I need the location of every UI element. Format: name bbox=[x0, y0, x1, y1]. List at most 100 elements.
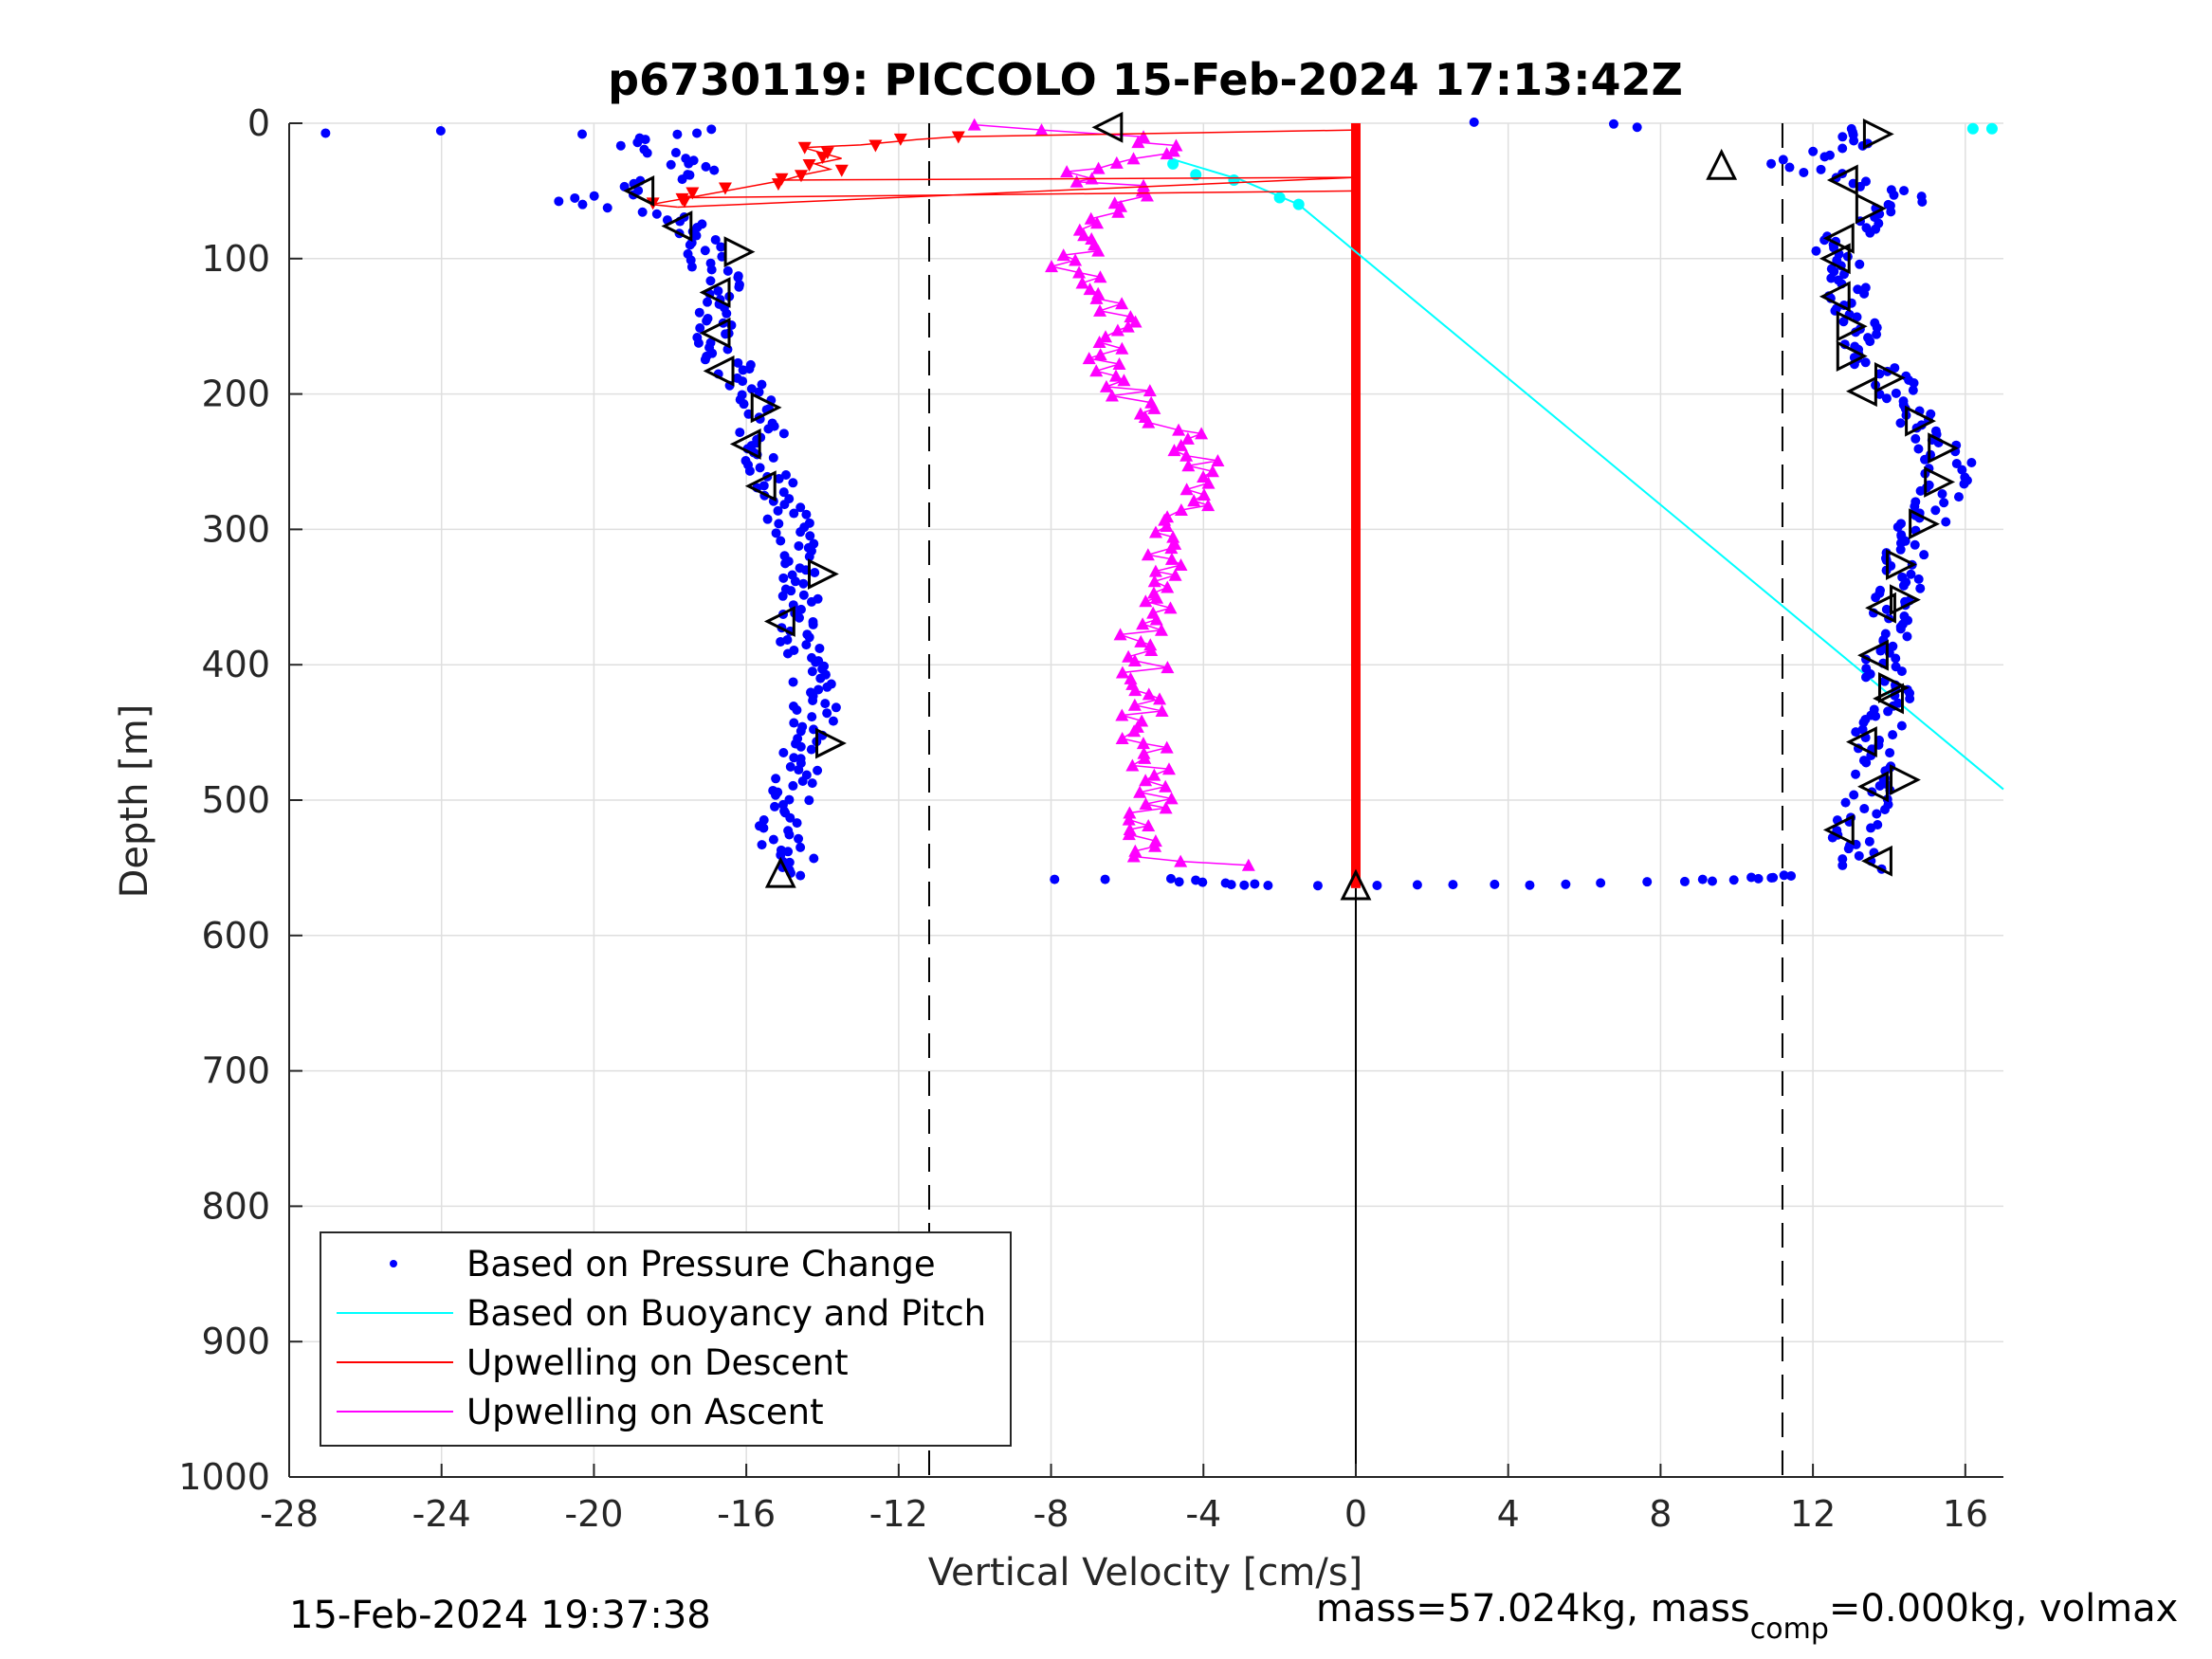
event-marker bbox=[1924, 465, 1956, 498]
pressure-change-point bbox=[1895, 519, 1906, 529]
descent-upwelling-connector bbox=[688, 190, 1356, 199]
ascent-upwelling-point bbox=[1126, 849, 1141, 863]
y-tick-label: 200 bbox=[201, 374, 270, 415]
ascent-upwelling-point bbox=[1128, 684, 1143, 697]
ascent-upwelling-point bbox=[1142, 687, 1156, 701]
ascent-upwelling-point bbox=[1092, 336, 1106, 349]
pressure-change-point bbox=[1372, 881, 1382, 891]
pressure-change-point bbox=[782, 648, 793, 659]
pressure-change-point bbox=[762, 514, 773, 524]
ascent-upwelling-point bbox=[1174, 854, 1188, 867]
pressure-change-point bbox=[778, 747, 789, 757]
buoyancy-point bbox=[1292, 198, 1305, 210]
event-marker bbox=[1826, 164, 1858, 196]
descent-upwelling-connector bbox=[956, 129, 1356, 138]
event-marker bbox=[1865, 592, 1896, 624]
ascent-upwelling-point bbox=[1082, 352, 1096, 365]
ascent-upwelling-point bbox=[1161, 661, 1175, 674]
ascent-upwelling-point bbox=[1147, 768, 1161, 781]
pressure-change-point bbox=[788, 478, 798, 488]
pressure-change-point bbox=[744, 465, 755, 476]
pressure-change-point bbox=[795, 741, 806, 752]
pressure-change-point bbox=[795, 502, 806, 513]
pressure-change-point bbox=[577, 199, 588, 210]
descent-upwelling-point bbox=[718, 182, 732, 195]
pressure-change-point bbox=[822, 682, 832, 692]
pressure-change-point bbox=[794, 765, 804, 775]
pressure-change-point bbox=[1860, 176, 1871, 187]
event-marker bbox=[1909, 508, 1940, 540]
pressure-change-point bbox=[1779, 870, 1789, 881]
ascent-upwelling-point bbox=[1093, 270, 1107, 283]
pressure-change-point bbox=[759, 823, 769, 833]
pressure-change-point bbox=[797, 776, 808, 787]
pressure-change-point bbox=[770, 801, 780, 811]
ascent-upwelling-point bbox=[1195, 427, 1209, 440]
pressure-change-point bbox=[1852, 312, 1862, 322]
pressure-change-point bbox=[677, 174, 687, 185]
event-marker bbox=[1886, 549, 1917, 580]
event-marker bbox=[750, 392, 782, 424]
pressure-change-point bbox=[789, 753, 799, 763]
legend-label-ascent: Upwelling on Ascent bbox=[466, 1392, 824, 1432]
pressure-change-point bbox=[776, 636, 786, 647]
pressure-change-point bbox=[693, 337, 704, 348]
pressure-change-point bbox=[1861, 664, 1872, 674]
descent-zero-band bbox=[1350, 123, 1361, 888]
ascent-upwelling-point bbox=[1072, 265, 1087, 279]
pressure-change-point bbox=[811, 657, 821, 667]
pressure-change-point bbox=[570, 192, 580, 203]
pressure-change-point bbox=[807, 666, 817, 677]
ascent-upwelling-point bbox=[1154, 623, 1168, 636]
pressure-change-point bbox=[1608, 118, 1618, 129]
pressure-change-point bbox=[777, 591, 788, 601]
ascent-upwelling-point bbox=[1134, 634, 1148, 647]
x-tick-label: 4 bbox=[1497, 1493, 1520, 1535]
ascent-upwelling-point bbox=[1166, 144, 1180, 157]
pressure-change-point bbox=[1913, 574, 1924, 584]
ascent-upwelling-point bbox=[1160, 147, 1174, 160]
ascent-upwelling-point bbox=[1133, 785, 1147, 798]
pressure-change-point bbox=[1873, 819, 1883, 830]
pressure-change-point bbox=[822, 708, 832, 719]
ascent-upwelling-point bbox=[1122, 649, 1136, 663]
pressure-change-point bbox=[809, 853, 819, 864]
pressure-change-point bbox=[790, 576, 800, 587]
x-tick-label: -12 bbox=[869, 1493, 928, 1535]
x-tick-label: 16 bbox=[1943, 1493, 1988, 1535]
pressure-change-point bbox=[1833, 275, 1843, 285]
ascent-upwelling-point bbox=[1112, 357, 1126, 371]
ascent-upwelling-point bbox=[1115, 708, 1129, 721]
pressure-change-point bbox=[783, 847, 794, 857]
pressure-change-point bbox=[694, 307, 704, 318]
ascent-upwelling-point bbox=[1122, 828, 1136, 841]
pressure-change-point bbox=[1838, 317, 1849, 327]
descent-upwelling-point bbox=[815, 152, 830, 165]
ascent-upwelling-point bbox=[1089, 364, 1104, 377]
event-marker bbox=[1928, 432, 1960, 465]
pressure-change-point bbox=[794, 540, 804, 551]
ascent-upwelling-point bbox=[1142, 819, 1156, 832]
y-tick-label: 800 bbox=[201, 1185, 270, 1227]
pressure-change-point bbox=[735, 428, 745, 438]
pressure-change-point bbox=[700, 246, 710, 256]
ascent-upwelling-point bbox=[1197, 487, 1211, 501]
ascent-upwelling-point bbox=[1123, 806, 1137, 819]
pressure-change-point bbox=[801, 640, 812, 650]
pressure-change-point bbox=[806, 744, 816, 755]
pressure-change-point bbox=[1837, 132, 1848, 142]
pressure-change-point bbox=[1941, 517, 1951, 527]
ascent-upwelling-point bbox=[1166, 530, 1180, 543]
pressure-change-point bbox=[1837, 143, 1848, 154]
pressure-change-point bbox=[738, 365, 748, 375]
pressure-change-point bbox=[692, 128, 703, 138]
ascent-upwelling-point bbox=[1168, 568, 1182, 581]
pressure-change-point bbox=[1902, 631, 1912, 642]
pressure-change-point bbox=[768, 452, 778, 463]
pressure-change-point bbox=[785, 761, 795, 772]
event-marker bbox=[1862, 118, 1894, 150]
event-marker bbox=[1905, 405, 1936, 437]
pressure-change-point bbox=[786, 586, 796, 596]
x-tick-label: 0 bbox=[1344, 1493, 1367, 1535]
pressure-change-point bbox=[774, 474, 784, 484]
